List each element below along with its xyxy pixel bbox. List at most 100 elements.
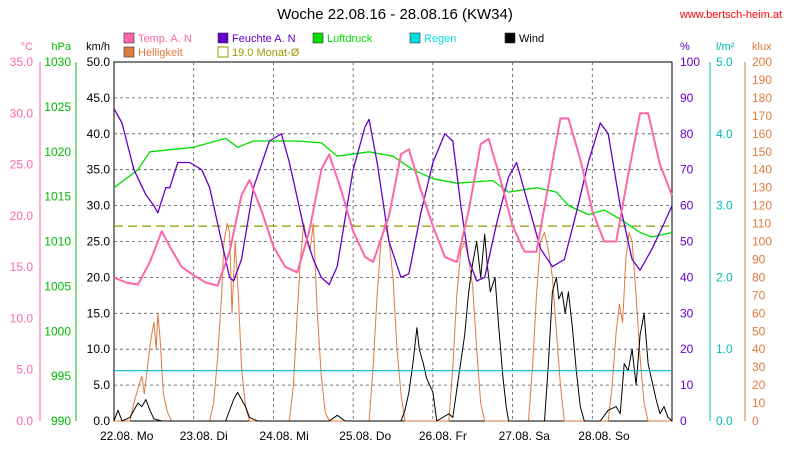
wind-axis-tick-label: 45.0 (87, 91, 111, 105)
lux-axis-unit-label: klux (752, 41, 772, 53)
lux-axis-tick-label: 30 (752, 360, 766, 374)
humidity-axis-tick-label: 60 (680, 199, 694, 213)
pressure-axis-tick-label: 1010 (44, 235, 71, 249)
pressure-axis-tick-label: 990 (51, 414, 71, 428)
legend-regen-swatch (409, 32, 421, 44)
temp-axis-tick-label: 10.0 (10, 311, 34, 325)
rain-axis-tick-label: 4.0 (716, 127, 733, 141)
legend-luftdruck-swatch (312, 32, 324, 44)
humidity-axis-tick-label: 30 (680, 306, 694, 320)
wind-axis-tick-label: 10.0 (87, 342, 111, 356)
lux-axis-tick-label: 60 (752, 306, 766, 320)
pressure-axis-tick-label: 995 (51, 369, 71, 383)
x-tick-label: 25.08. Do (339, 429, 391, 443)
x-tick-label: 28.08. So (578, 429, 630, 443)
wind-axis-tick-label: 50.0 (87, 55, 111, 69)
chart-title: Woche 22.08.16 - 28.08.16 (KW34) (277, 6, 513, 23)
legend-feuchte-a-n-swatch (217, 32, 229, 44)
legend-temp-a-n-swatch (123, 32, 135, 44)
series-luftdruck-line (113, 137, 673, 238)
humidity-axis-tick-label: 90 (680, 91, 694, 105)
humidity-axis-tick-label: 20 (680, 342, 694, 356)
temp-axis-tick-label: 5.0 (16, 363, 33, 377)
series-helligkeit-line (114, 223, 672, 422)
legend-feuchte-a-n-label: Feuchte A. N (232, 33, 296, 45)
lux-axis-tick-label: 110 (752, 217, 771, 231)
x-tick-label: 26.08. Fr (419, 429, 467, 443)
lux-axis-tick-label: 0 (752, 414, 759, 428)
pressure-axis-tick-label: 1000 (44, 324, 71, 338)
temp-axis-unit-label: °C (21, 41, 33, 53)
x-tick-label: 24.08. Mi (259, 429, 308, 443)
legend-regen-label: Regen (424, 33, 456, 45)
wind-axis-tick-label: 25.0 (87, 235, 111, 249)
wind-axis-tick-label: 35.0 (87, 163, 111, 177)
wind-axis-tick-label: 20.0 (87, 270, 111, 284)
legend-temp-a-n-label: Temp. A. N (138, 33, 192, 45)
lux-axis-tick-label: 50 (752, 324, 766, 338)
pressure-axis-tick-label: 1030 (44, 55, 71, 69)
lux-axis-tick-label: 10 (752, 396, 766, 410)
website-link[interactable]: www.bertsch-heim.at (679, 9, 782, 21)
pressure-axis-tick-label: 1020 (44, 145, 71, 159)
lux-axis-tick-label: 40 (752, 342, 766, 356)
legend-luftdruck-label: Luftdruck (327, 33, 373, 45)
legend-wind-label: Wind (519, 33, 544, 45)
temp-axis-tick-label: 25.0 (10, 158, 34, 172)
x-tick-label: 27.08. Sa (499, 429, 551, 443)
legend-19-0-monat-swatch (217, 46, 229, 58)
humidity-axis-tick-label: 40 (680, 270, 694, 284)
lux-axis-tick-label: 70 (752, 288, 766, 302)
x-tick-label: 23.08. Di (180, 429, 228, 443)
lux-axis-tick-label: 130 (752, 181, 772, 195)
lux-axis-tick-label: 20 (752, 378, 766, 392)
lux-axis-tick-label: 180 (752, 91, 772, 105)
humidity-axis-tick-label: 50 (680, 235, 694, 249)
temp-axis-tick-label: 30.0 (10, 106, 34, 120)
lux-axis-tick-label: 80 (752, 270, 766, 284)
lux-axis-tick-label: 140 (752, 163, 772, 177)
series-wind-line (113, 233, 673, 422)
pressure-axis-tick-label: 1025 (44, 100, 71, 114)
wind-axis-tick-label: 15.0 (87, 306, 111, 320)
wind-axis-tick-label: 0.0 (93, 414, 110, 428)
temp-axis-tick-label: 35.0 (10, 55, 34, 69)
lux-axis-tick-label: 170 (752, 109, 772, 123)
legend-19-0-monat-label: 19.0 Monat-Ø (232, 47, 300, 59)
lux-axis-tick-label: 200 (752, 55, 772, 69)
wind-axis-unit-label: km/h (86, 41, 110, 53)
humidity-axis-tick-label: 80 (680, 127, 694, 141)
rain-axis-tick-label: 5.0 (716, 55, 733, 69)
humidity-axis-tick-label: 100 (680, 55, 700, 69)
humidity-axis-tick-label: 70 (680, 163, 694, 177)
pressure-axis-tick-label: 1005 (44, 279, 71, 293)
legend-helligkeit-swatch (123, 46, 135, 58)
lux-axis-tick-label: 90 (752, 252, 766, 266)
wind-axis-tick-label: 40.0 (87, 127, 111, 141)
series-feuchte-a-n-line (113, 108, 673, 286)
series-temp-a-n-line (113, 112, 673, 287)
humidity-axis-unit-label: % (680, 41, 690, 53)
x-tick-label: 22.08. Mo (100, 429, 154, 443)
temp-axis-tick-label: 0.0 (16, 414, 33, 428)
temp-axis-tick-label: 20.0 (10, 209, 34, 223)
lux-axis-tick-label: 100 (752, 235, 772, 249)
wind-axis-tick-label: 5.0 (93, 378, 110, 392)
lux-axis-tick-label: 120 (752, 199, 772, 213)
legend-wind-swatch (504, 32, 516, 44)
wind-axis-tick-label: 30.0 (87, 199, 111, 213)
pressure-axis-unit-label: hPa (51, 41, 71, 53)
rain-axis-tick-label: 3.0 (716, 199, 733, 213)
humidity-axis-tick-label: 0 (680, 414, 687, 428)
humidity-axis-tick-label: 10 (680, 378, 694, 392)
temp-axis-tick-label: 15.0 (10, 260, 34, 274)
legend-helligkeit-label: Helligkeit (138, 47, 183, 59)
rain-axis-tick-label: 0.0 (716, 414, 733, 428)
rain-axis-unit-label: l/m² (716, 41, 735, 53)
lux-axis-tick-label: 150 (752, 145, 772, 159)
lux-axis-tick-label: 160 (752, 127, 772, 141)
pressure-axis-tick-label: 1015 (44, 190, 71, 204)
lux-axis-tick-label: 190 (752, 73, 772, 87)
rain-axis-tick-label: 1.0 (716, 342, 733, 356)
